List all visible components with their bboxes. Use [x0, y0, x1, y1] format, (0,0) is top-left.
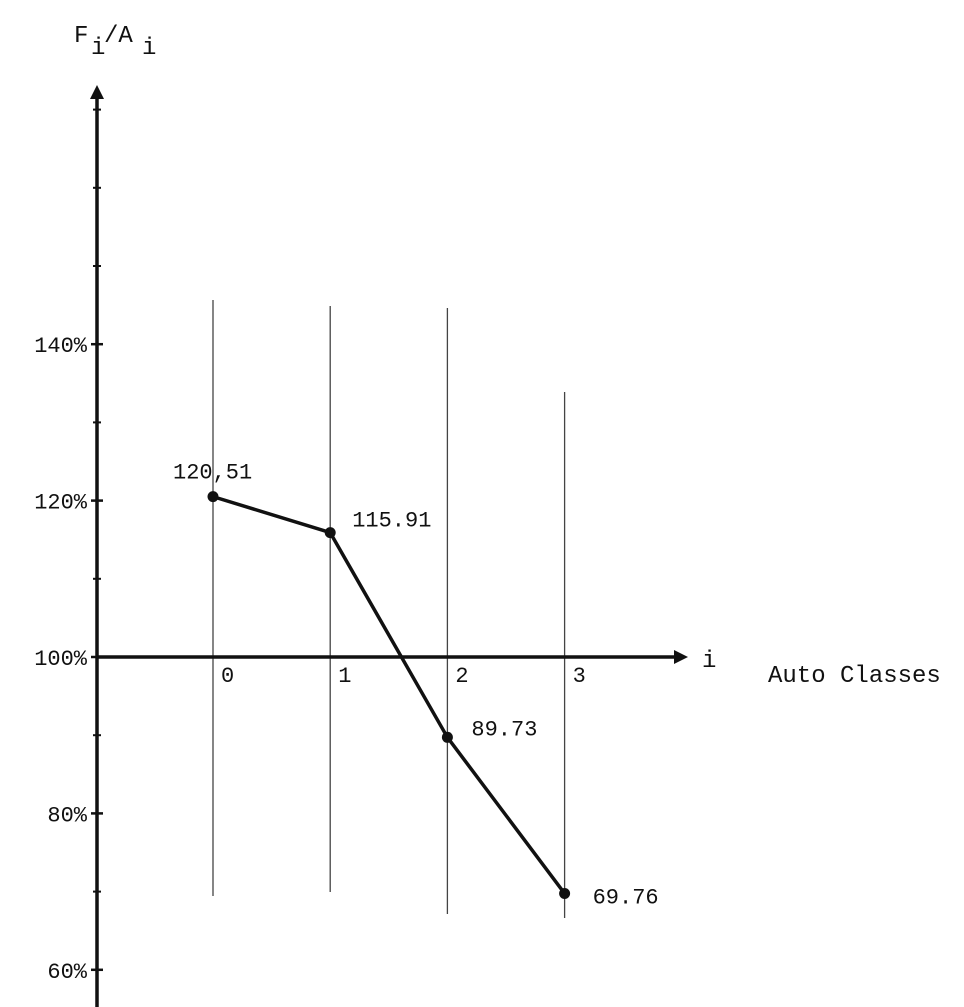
- axis-ticks: 60% 80% 100% 120% 140% 0 1 2 3: [34, 108, 586, 985]
- y-axis-label-mid: /A: [104, 23, 133, 50]
- data-label-0: 120,51: [173, 461, 252, 486]
- y-tick-label-100: 100%: [34, 647, 88, 672]
- chart-labels: 120,51 115.91 89.73 69.76: [173, 461, 659, 911]
- y-axis-label-main: F: [74, 23, 88, 50]
- x-axis-arrow: [674, 650, 688, 664]
- y-tick-label-120: 120%: [34, 491, 88, 516]
- y-axis-arrow: [90, 85, 104, 99]
- x-tick-label-0: 0: [221, 664, 234, 689]
- vertical-grid-lines: [212, 300, 566, 918]
- data-label-1: 115.91: [352, 509, 431, 534]
- y-tick-label-80: 80%: [47, 803, 87, 828]
- series-line-0: [212, 494, 566, 895]
- x-axis-title: Auto Classes: [768, 663, 941, 690]
- y-axis-label-sub1: i: [91, 35, 105, 62]
- y-axis-label-sub2: i: [142, 35, 156, 62]
- y-tick-label-60: 60%: [47, 960, 87, 985]
- x-tick-label-3: 3: [573, 664, 586, 689]
- data-series: [207, 491, 571, 899]
- y-tick-label-140: 140%: [34, 334, 88, 359]
- axes: [90, 85, 688, 1007]
- data-label-3: 69.76: [593, 885, 659, 910]
- x-axis-symbol: i: [702, 648, 716, 675]
- x-tick-label-1: 1: [338, 664, 351, 689]
- data-point-3: [559, 887, 571, 899]
- data-label-2: 89.73: [471, 717, 537, 742]
- data-point-1: [324, 527, 336, 539]
- data-point-2: [441, 731, 453, 743]
- data-point-0: [207, 491, 219, 503]
- x-tick-label-2: 2: [455, 664, 468, 689]
